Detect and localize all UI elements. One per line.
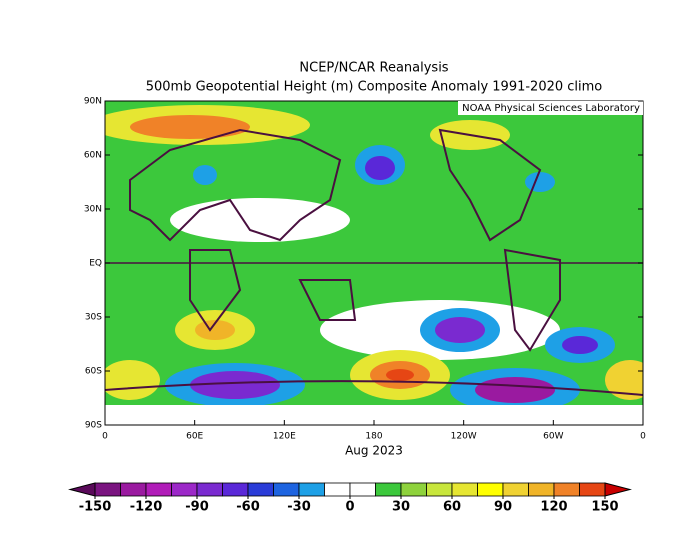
anomaly-field [105,101,643,425]
colorbar-label: -30 [287,500,311,515]
lon-label: 120E [273,432,296,442]
lon-label: 0 [102,432,108,442]
lat-label: 60S [85,367,102,377]
colorbar-box [451,482,478,497]
lat-label: 90S [85,421,102,431]
lon-label: 60E [186,432,203,442]
colorbar-box [400,482,427,497]
colorbar-label: -60 [236,500,260,515]
colorbar-box [528,482,555,497]
colorbar-label: 60 [443,500,461,515]
colorbar-label: 150 [591,500,618,515]
colorbar-label: 120 [540,500,567,515]
colorbar-box [553,482,580,497]
colorbar-box [247,482,274,497]
lon-label: 0 [640,432,646,442]
colorbar-box [324,482,351,497]
lat-label: EQ [89,259,102,269]
colorbar-box [171,482,198,497]
subtitle: 500mb Geopotential Height (m) Composite … [146,80,603,95]
colorbar-under [68,482,96,497]
colorbar-box [120,482,147,497]
colorbar-box [222,482,249,497]
colorbar-label: -90 [185,500,209,515]
lon-label: 180 [365,432,382,442]
lat-label: 30N [84,205,102,215]
colorbar-box [579,482,606,497]
colorbar-label: -150 [79,500,112,515]
colorbar-box [426,482,453,497]
credit: NOAA Physical Sciences Laboratory [462,103,640,114]
lat-label: 30S [85,313,102,323]
lat-label: 90N [84,97,102,107]
title: NCEP/NCAR Reanalysis [299,61,448,76]
colorbar-label: 30 [392,500,410,515]
lat-label: 60N [84,151,102,161]
colorbar-box [477,482,504,497]
colorbar-label: 90 [494,500,512,515]
colorbar-label: 0 [345,500,354,515]
colorbar-label: -120 [130,500,163,515]
colorbar-box [502,482,529,497]
lon-label: 120W [451,432,477,442]
lon-label: 60W [543,432,563,442]
colorbar-box [298,482,325,497]
credit-box [458,101,643,115]
colorbar-box [273,482,300,497]
colorbar-box [375,482,402,497]
colorbar-box [349,482,376,497]
colorbar-box [196,482,223,497]
colorbar-over [604,482,632,497]
period: Aug 2023 [345,444,403,458]
colorbar-box [145,482,172,497]
colorbar-box [94,482,121,497]
